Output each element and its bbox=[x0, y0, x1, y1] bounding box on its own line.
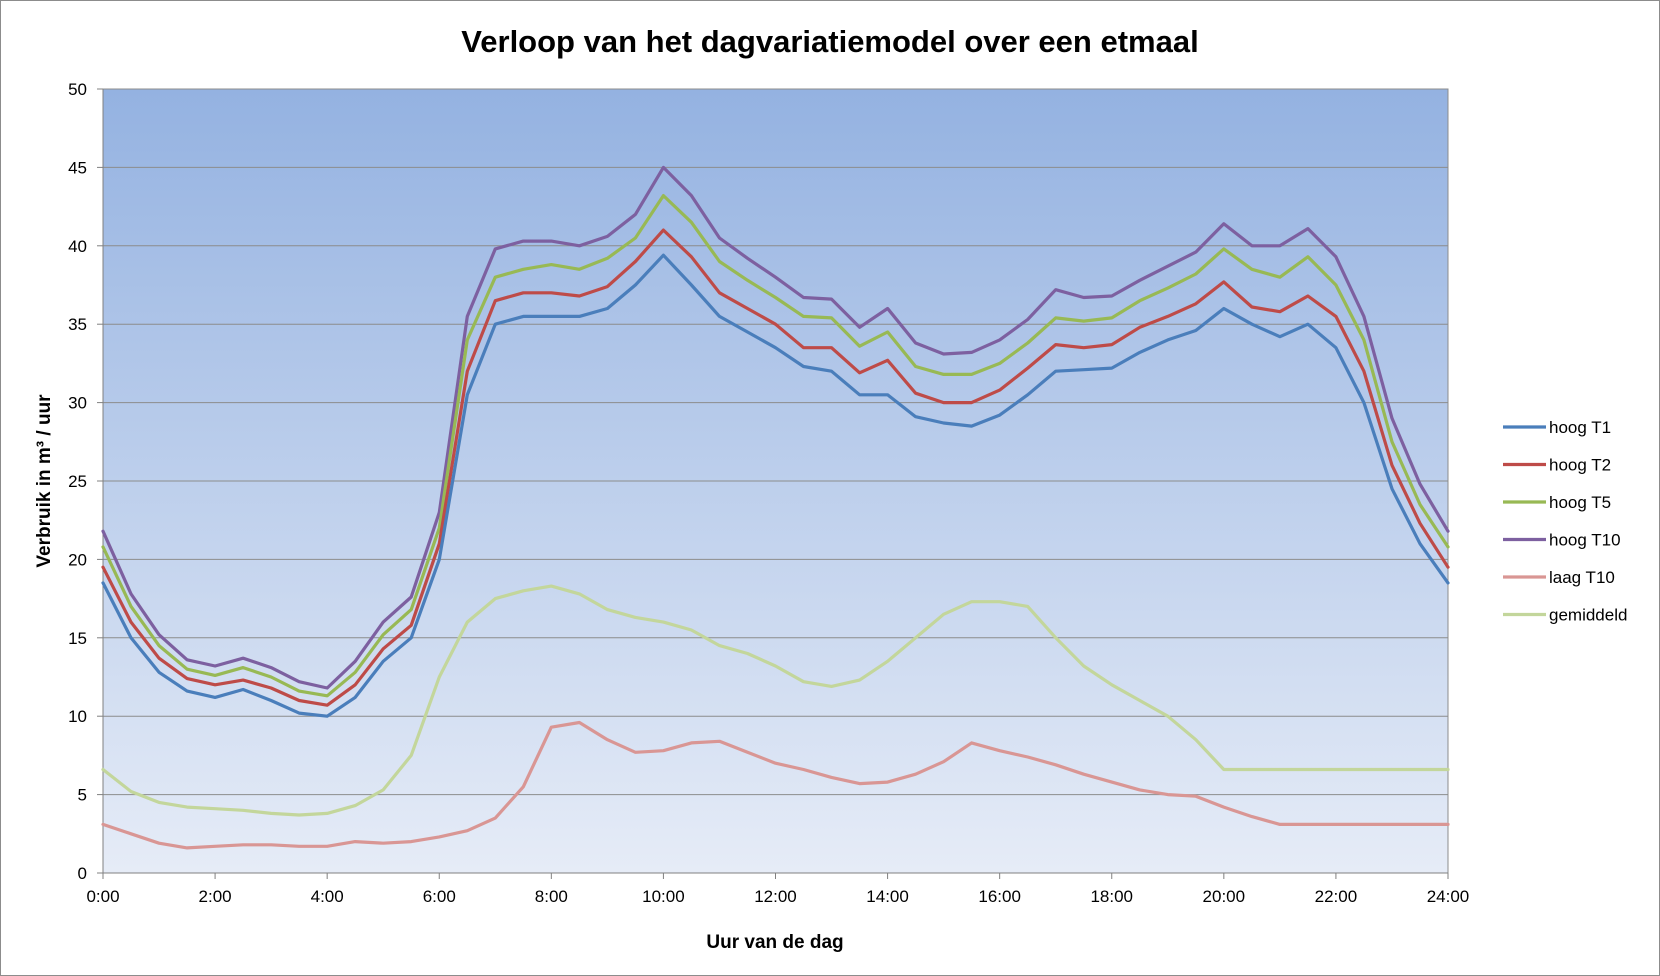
series-line-hoog-t5 bbox=[101, 194, 1450, 698]
x-tick-label: 20:00 bbox=[1203, 887, 1246, 906]
legend-label: gemiddeld bbox=[1549, 606, 1627, 625]
y-tick-label: 35 bbox=[68, 315, 87, 334]
x-tick-label: 8:00 bbox=[535, 887, 568, 906]
y-tick-label: 10 bbox=[68, 707, 87, 726]
y-tick-label: 15 bbox=[68, 629, 87, 648]
x-axis-ticks: 0:00 2:00 4:00 6:00 8:00 10:00 12:00 14:00 16:00… bbox=[86, 873, 1469, 906]
x-tick-label: 12:00 bbox=[754, 887, 797, 906]
gridlines bbox=[103, 88, 1448, 796]
y-tick-label: 20 bbox=[68, 550, 87, 569]
y-tick-label: 50 bbox=[68, 80, 87, 99]
legend-label: laag T10 bbox=[1549, 568, 1615, 587]
x-tick-label: 0:00 bbox=[86, 887, 119, 906]
x-tick-label: 22:00 bbox=[1315, 887, 1358, 906]
x-tick-label: 18:00 bbox=[1090, 887, 1133, 906]
y-tick-label: 40 bbox=[68, 237, 87, 256]
x-tick-label: 4:00 bbox=[311, 887, 344, 906]
series-line-hoog-t2 bbox=[101, 228, 1450, 707]
x-tick-label: 10:00 bbox=[642, 887, 685, 906]
x-axis-label: Uur van de dag bbox=[706, 932, 843, 953]
legend-label: hoog T2 bbox=[1549, 456, 1611, 475]
series-line-laag-t10 bbox=[101, 720, 1450, 850]
legend-label: hoog T10 bbox=[1549, 531, 1621, 550]
x-tick-label: 14:00 bbox=[866, 887, 909, 906]
chart-title: Verloop van het dagvariatiemodel over ee… bbox=[461, 24, 1198, 59]
series-line-hoog-t1 bbox=[101, 253, 1450, 718]
y-tick-label: 45 bbox=[68, 158, 87, 177]
x-tick-label: 6:00 bbox=[423, 887, 456, 906]
x-tick-label: 2:00 bbox=[199, 887, 232, 906]
series-lines bbox=[101, 165, 1450, 850]
y-axis-ticks: 0 5 10 15 20 25 30 35 40 45 50 bbox=[68, 80, 103, 883]
series-line-hoog-t10 bbox=[101, 165, 1450, 690]
legend-label: hoog T5 bbox=[1549, 493, 1611, 512]
series-line-gemiddeld bbox=[101, 584, 1450, 817]
y-axis-label: Verbruik in m³ / uur bbox=[34, 394, 55, 568]
y-tick-label: 25 bbox=[68, 472, 87, 491]
x-tick-label: 16:00 bbox=[978, 887, 1021, 906]
x-tick-label: 24:00 bbox=[1427, 887, 1470, 906]
legend: hoog T1 hoog T2 hoog T5 hoog T10 laag T10 gem… bbox=[1503, 418, 1627, 625]
y-tick-label: 0 bbox=[78, 864, 87, 883]
y-tick-label: 30 bbox=[68, 394, 87, 413]
legend-label: hoog T1 bbox=[1549, 418, 1611, 437]
y-tick-label: 5 bbox=[78, 786, 87, 805]
